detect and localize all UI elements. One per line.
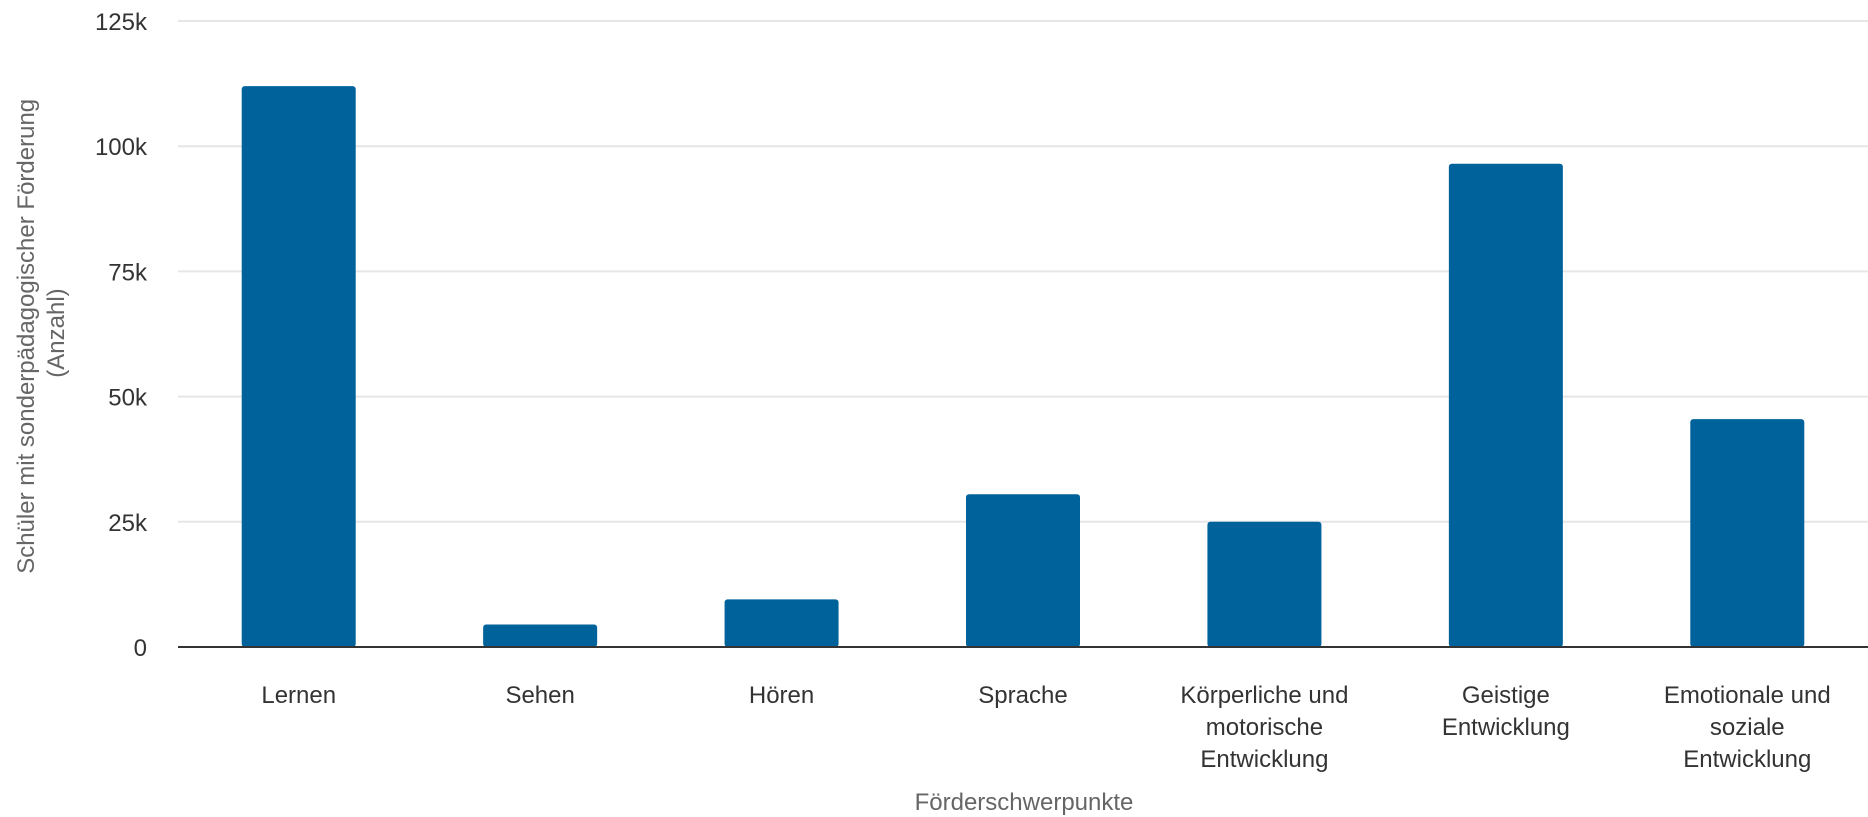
x-tick-label: Sehen: [505, 682, 574, 709]
y-tick-label: 75k: [108, 259, 148, 286]
bar: [966, 494, 1080, 647]
y-axis-title: Schüler mit sonderpädagogischer Förderun…: [13, 92, 70, 574]
x-tick-label: Sprache: [978, 682, 1067, 709]
bars: [178, 86, 1868, 648]
bar: [483, 624, 598, 647]
x-tick-label: Lernen: [261, 682, 336, 709]
bar: [241, 86, 356, 647]
bar: [724, 599, 839, 647]
x-tick-label: Geistige Entwicklung: [1442, 682, 1570, 741]
bar: [1448, 163, 1563, 647]
bar: [1207, 521, 1322, 647]
x-axis-labels: Lernen Sehen Hören Sprache Körperliche und mo…: [261, 682, 1830, 773]
x-tick-label: Körperliche und motorische Entwicklung: [1180, 682, 1348, 773]
x-axis-title: Förderschwerpunkte: [915, 789, 1134, 816]
bar: [1690, 419, 1805, 647]
y-tick-label: 100k: [95, 134, 148, 161]
y-tick-label: 125k: [95, 9, 148, 36]
y-axis-title-line: Schüler mit sonderpädagogischer Förderun…: [13, 99, 40, 574]
y-tick-label: 0: [134, 635, 147, 662]
x-tick-label: Emotionale und soziale Entwicklung: [1664, 682, 1831, 773]
gridlines: [178, 20, 1868, 523]
y-axis-ticks: 0 25k 50k 75k 100k 125k: [95, 9, 148, 662]
y-tick-label: 50k: [108, 385, 148, 412]
y-tick-label: 25k: [108, 510, 148, 537]
x-tick-label: Hören: [749, 682, 814, 709]
y-axis-title-line: (Anzahl): [43, 288, 70, 377]
